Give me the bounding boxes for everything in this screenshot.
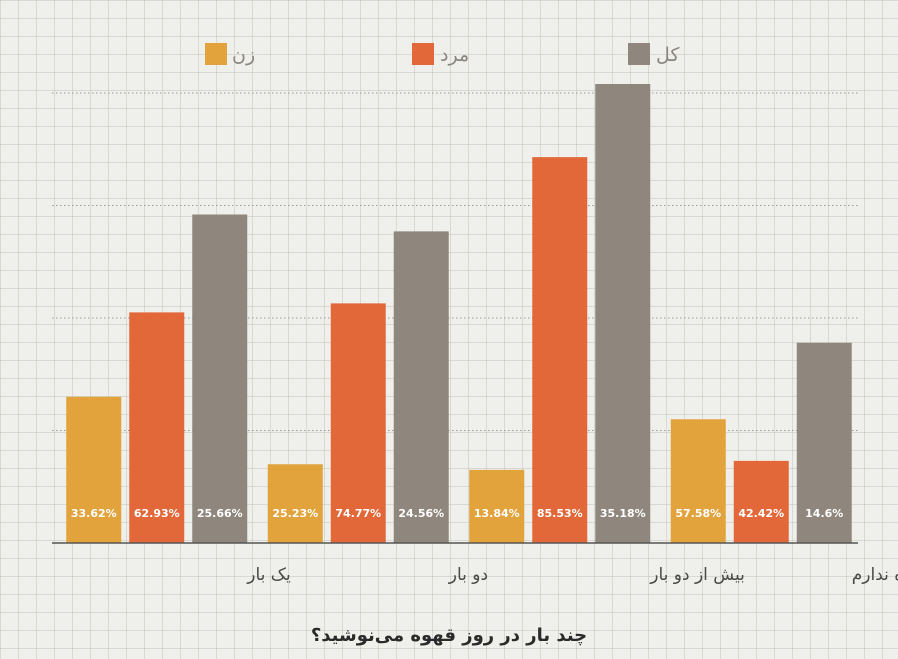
legend-label: مرد	[440, 44, 469, 66]
category-label: دو بار	[448, 565, 488, 585]
bar	[330, 303, 386, 543]
category-label: بیش از دو بار	[649, 565, 745, 585]
legend-label: کل	[656, 44, 680, 66]
legend: زن مرد کل	[205, 43, 680, 66]
bar	[129, 312, 185, 543]
bar-data-label: 13.84%	[474, 507, 520, 520]
bar-data-label: 74.77%	[335, 507, 381, 520]
category-label: یک بار	[246, 565, 291, 585]
bar	[532, 157, 588, 543]
legend-swatch	[412, 43, 434, 65]
bars: 33.62% 62.93% 25.66% 25.23% 74.77% 24.56% 13.8…	[66, 84, 852, 543]
bar-data-label: 24.56%	[398, 507, 444, 520]
bar-data-label: 62.93%	[134, 507, 180, 520]
category-label: روزانه مصرف قهوه ندارم	[852, 565, 898, 585]
category-labels: یک بار دو بار بیش از دو بار روزانه مصرف قهو…	[246, 565, 898, 585]
bar-data-label: 25.66%	[197, 507, 243, 520]
chart-title: چند بار در روز قهوه می‌نوشید؟	[311, 625, 587, 646]
bar	[393, 231, 449, 543]
bar-data-label: 85.53%	[537, 507, 583, 520]
bar	[670, 419, 726, 543]
legend-swatch	[205, 43, 227, 65]
bar	[469, 469, 525, 543]
bar-data-label: 57.58%	[675, 507, 721, 520]
bar	[267, 464, 323, 543]
bar	[733, 460, 789, 543]
bar-data-label: 14.6%	[805, 507, 843, 520]
bar-data-label: 42.42%	[738, 507, 784, 520]
bar-data-label: 33.62%	[71, 507, 117, 520]
legend-swatch	[628, 43, 650, 65]
bar-data-label: 35.18%	[600, 507, 646, 520]
bar-data-label: 25.23%	[272, 507, 318, 520]
bar	[192, 214, 248, 543]
legend-label: زن	[232, 44, 255, 66]
bar	[66, 396, 122, 543]
bar	[595, 84, 651, 543]
bar	[796, 342, 852, 543]
